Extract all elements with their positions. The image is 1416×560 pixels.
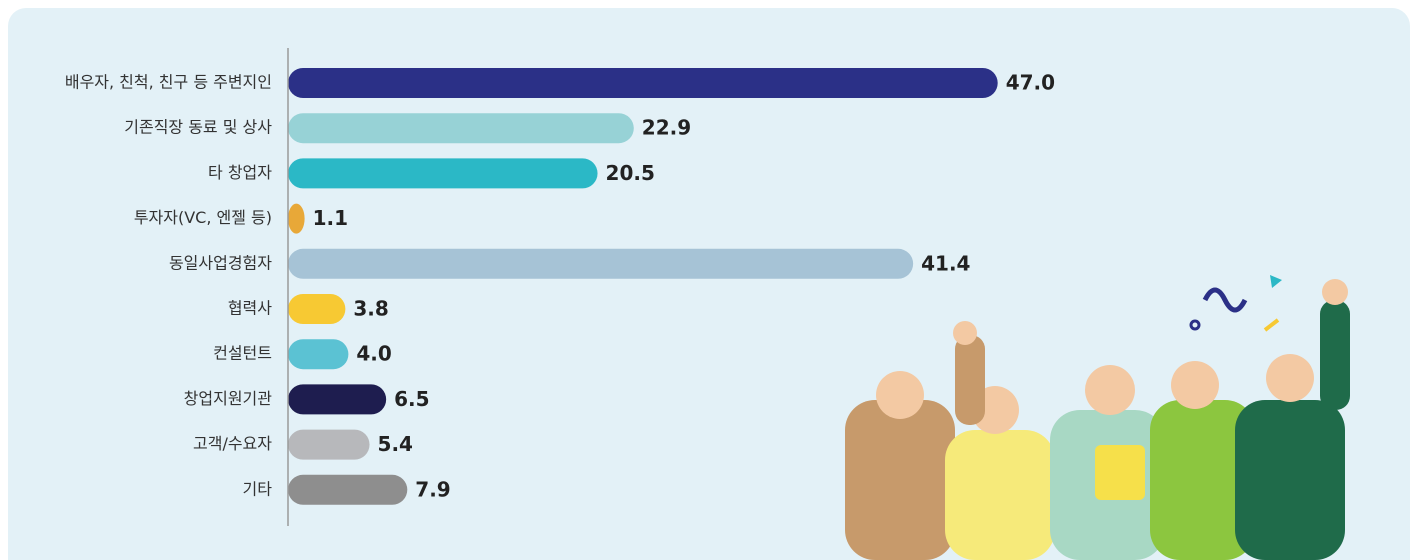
bar: [288, 158, 598, 189]
value-label: 47.0: [1006, 71, 1055, 95]
bar: [288, 429, 370, 460]
bar: [288, 203, 305, 234]
value-label: 1.1: [313, 206, 348, 230]
illustration: [845, 275, 1350, 560]
bar: [288, 113, 634, 144]
category-label: 협력사: [228, 299, 272, 318]
category-label: 창업지원기관: [184, 389, 273, 408]
bar: [288, 68, 998, 98]
value-label: 7.9: [415, 477, 450, 501]
bar: [288, 474, 408, 505]
value-label: 6.5: [394, 387, 429, 411]
category-label: 컨설턴트: [213, 344, 272, 363]
bar: [288, 339, 349, 370]
category-label: 타 창업자: [208, 163, 272, 182]
value-label: 5.4: [378, 432, 413, 456]
value-label: 3.8: [353, 297, 388, 321]
value-label: 22.9: [642, 116, 691, 140]
category-label: 동일사업경험자: [169, 253, 272, 272]
value-label: 4.0: [356, 342, 391, 366]
category-label: 배우자, 친척, 친구 등 주변지인: [65, 73, 272, 92]
value-label: 41.4: [921, 251, 970, 275]
category-label: 기존직장 동료 및 상사: [124, 118, 272, 137]
bar: [288, 248, 914, 279]
category-label: 투자자(VC, 엔젤 등): [134, 208, 272, 227]
value-label: 20.5: [606, 161, 655, 185]
bar: [288, 384, 387, 415]
bar: [288, 294, 346, 324]
category-label: 고객/수요자: [193, 434, 272, 453]
category-label: 기타: [243, 479, 273, 498]
